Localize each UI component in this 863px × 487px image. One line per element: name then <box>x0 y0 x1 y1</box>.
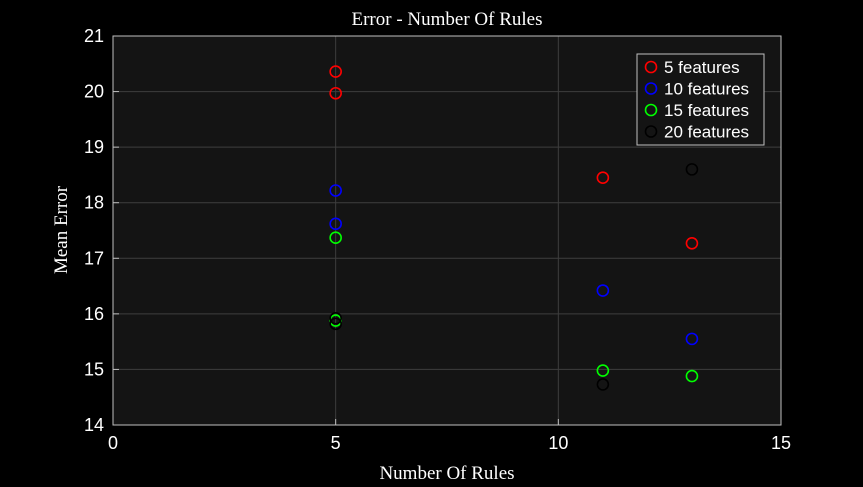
data-point <box>329 231 342 245</box>
series-1 <box>329 65 699 250</box>
legend-items: 5 features 10 features 15 features 20 featu… <box>644 58 749 142</box>
data-point <box>596 378 610 391</box>
y-axis-label: Mean Error <box>51 185 72 274</box>
plot-border <box>112 35 782 426</box>
data-point <box>329 65 342 78</box>
y-tick-label: 21 <box>84 26 104 46</box>
legend-label: 20 features <box>664 123 749 142</box>
data-point <box>685 369 699 383</box>
legend-item: 10 features <box>644 80 749 99</box>
data-point <box>685 163 699 176</box>
x-tick-label: 15 <box>771 433 791 453</box>
legend-item: 20 features <box>644 123 749 142</box>
y-tick-label: 19 <box>84 137 104 157</box>
legend-label: 15 features <box>664 101 749 120</box>
axis-ticks: 0 5 10 15 14 15 16 17 18 19 20 21 <box>84 26 791 453</box>
data-point <box>596 171 610 185</box>
y-tick-label: 17 <box>84 248 104 268</box>
data-point <box>596 284 610 297</box>
series-2 <box>329 184 699 346</box>
legend-marker <box>644 125 658 138</box>
data-point <box>329 217 342 231</box>
data-point <box>685 332 699 346</box>
y-tick-label: 15 <box>84 359 104 379</box>
legend-item: 15 features <box>644 101 749 120</box>
legend-marker <box>644 82 658 95</box>
data-point <box>329 312 342 325</box>
legend-marker <box>644 60 658 74</box>
x-tick-label: 10 <box>548 433 568 453</box>
legend-item: 5 features <box>644 58 740 77</box>
data-points <box>329 65 699 391</box>
x-tick-label: 5 <box>331 433 341 453</box>
x-axis-label: Number Of Rules <box>379 463 514 484</box>
y-tick-label: 20 <box>84 82 104 102</box>
y-tick-label: 16 <box>84 304 104 324</box>
y-tick-label: 18 <box>84 193 104 213</box>
data-point <box>685 236 699 250</box>
data-point <box>596 364 610 377</box>
legend-box <box>636 53 765 146</box>
data-point <box>329 184 342 197</box>
series-4 <box>329 163 699 391</box>
data-point <box>329 317 342 331</box>
chart-title: Error - Number Of Rules <box>351 9 542 30</box>
legend: 5 features 10 features 15 features 20 featu… <box>636 53 765 146</box>
data-point <box>329 86 342 100</box>
legend-label: 10 features <box>664 80 749 99</box>
legend-label: 5 features <box>664 58 740 77</box>
y-tick-label: 14 <box>84 415 104 435</box>
legend-marker <box>644 103 658 117</box>
x-tick-label: 0 <box>108 433 118 453</box>
